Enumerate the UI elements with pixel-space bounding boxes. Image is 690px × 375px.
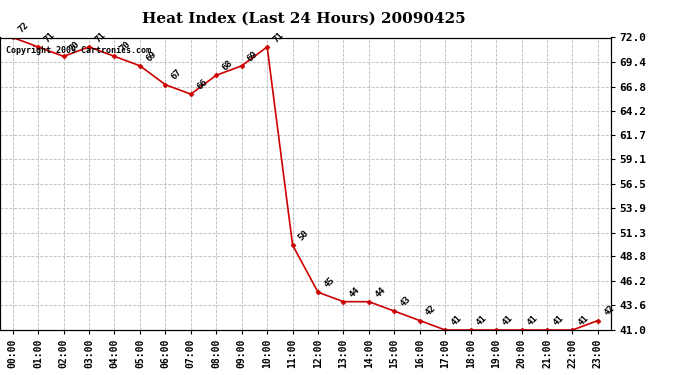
Text: 45: 45 [322, 276, 336, 290]
Text: Heat Index (Last 24 Hours) 20090425: Heat Index (Last 24 Hours) 20090425 [141, 11, 466, 25]
Text: 71: 71 [271, 30, 285, 44]
Text: 41: 41 [551, 313, 565, 327]
Text: 69: 69 [144, 49, 158, 63]
Text: 44: 44 [348, 285, 362, 299]
Text: 67: 67 [170, 68, 184, 82]
Text: 71: 71 [93, 30, 107, 44]
Text: 68: 68 [220, 58, 235, 72]
Text: 41: 41 [475, 313, 489, 327]
Text: 41: 41 [500, 313, 514, 327]
Text: 42: 42 [602, 304, 616, 318]
Text: 72: 72 [17, 21, 31, 35]
Text: 42: 42 [424, 304, 438, 318]
Text: 66: 66 [195, 77, 209, 92]
Text: 44: 44 [373, 285, 387, 299]
Text: 71: 71 [42, 30, 57, 44]
Text: 70: 70 [68, 40, 81, 54]
Text: Copyright 2009 Cartronics.com: Copyright 2009 Cartronics.com [6, 46, 151, 55]
Text: 70: 70 [119, 40, 132, 54]
Text: 41: 41 [449, 313, 464, 327]
Text: 50: 50 [297, 228, 310, 242]
Text: 69: 69 [246, 49, 260, 63]
Text: 43: 43 [399, 294, 413, 308]
Text: 41: 41 [577, 313, 591, 327]
Text: 41: 41 [526, 313, 540, 327]
